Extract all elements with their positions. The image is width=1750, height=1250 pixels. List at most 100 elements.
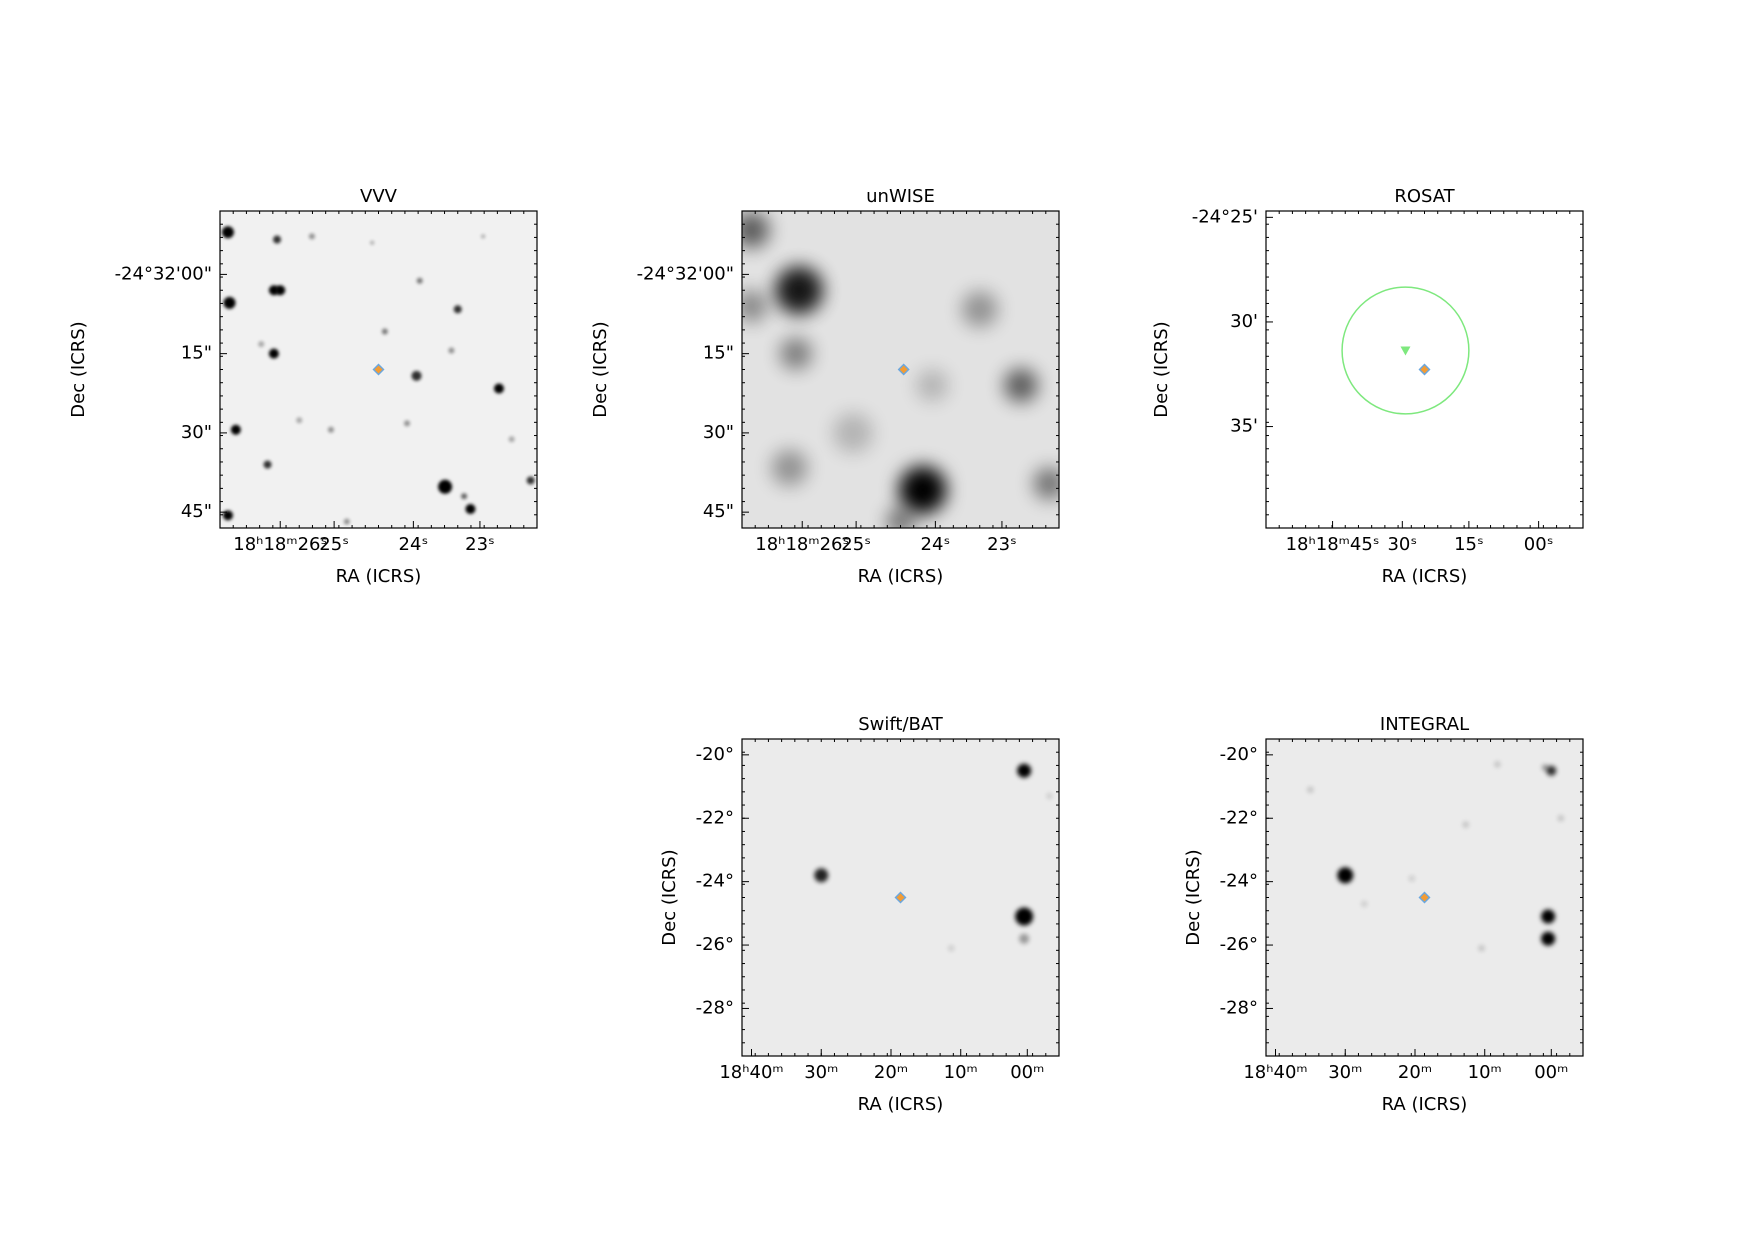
source (481, 234, 486, 239)
sky-image (1266, 739, 1583, 1056)
y-tick-label: -24° (1220, 871, 1258, 892)
source (1046, 793, 1053, 800)
source (327, 426, 334, 433)
y-tick-label: 15" (703, 343, 734, 364)
x-tick-label: 23ˢ (465, 534, 495, 555)
x-axis-label: RA (ICRS) (336, 566, 422, 587)
sky-image (220, 211, 537, 528)
y-tick-label: 45" (181, 501, 212, 522)
image-panel: INTEGRAL RA (ICRS) Dec (ICRS) 18ʰ40ᵐ 30ᵐ 20ᵐ 1… (1183, 714, 1584, 1115)
y-axis-label: Dec (ICRS) (68, 321, 89, 417)
x-tick-label: 18ʰ18ᵐ26ˢ (233, 534, 327, 555)
source (1494, 761, 1501, 768)
source (296, 417, 303, 424)
source (1462, 821, 1469, 828)
source (1337, 867, 1354, 884)
y-tick-label: -22° (696, 807, 734, 828)
sky-image (742, 739, 1059, 1056)
x-tick-label: 00ᵐ (1534, 1062, 1568, 1083)
source (273, 235, 282, 244)
sky-image (742, 211, 1059, 528)
source (404, 420, 411, 427)
image-panel: Swift/BAT RA (ICRS) Dec (ICRS) 18ʰ40ᵐ 30ᵐ 20ᵐ… (659, 714, 1060, 1115)
source (742, 212, 770, 249)
y-axis-label: Dec (ICRS) (1183, 849, 1204, 945)
source (814, 868, 829, 883)
source (438, 479, 453, 494)
source (1003, 368, 1038, 403)
x-tick-label: 30ˢ (1387, 534, 1417, 555)
source (898, 465, 947, 514)
source (263, 460, 272, 469)
source (448, 347, 455, 354)
y-tick-label: -22° (1220, 807, 1258, 828)
source (453, 305, 462, 314)
source (230, 424, 241, 435)
source (1541, 909, 1556, 924)
y-tick-label: -24°32'00" (115, 263, 212, 284)
target-marker (899, 365, 908, 374)
x-tick-label: 30ᵐ (1328, 1062, 1362, 1083)
x-tick-label: 30ᵐ (804, 1062, 838, 1083)
source (1017, 763, 1032, 778)
source (526, 476, 535, 485)
source (1557, 815, 1564, 822)
target-marker (374, 365, 383, 374)
x-tick-label: 24ˢ (399, 534, 429, 555)
source (961, 291, 998, 328)
y-tick-label: 15" (181, 343, 212, 364)
source (493, 383, 504, 394)
y-axis-label: Dec (ICRS) (659, 849, 680, 945)
source (221, 226, 234, 239)
source (258, 341, 265, 348)
source (508, 436, 515, 443)
source (416, 277, 423, 284)
x-axis-label: RA (ICRS) (1382, 1094, 1468, 1115)
y-tick-label: -28° (1220, 997, 1258, 1018)
x-tick-label: 00ᵐ (1010, 1062, 1044, 1083)
source (1019, 933, 1030, 944)
y-axis-label: Dec (ICRS) (1151, 321, 1172, 417)
y-tick-label: -28° (696, 997, 734, 1018)
x-tick-label: 18ʰ18ᵐ26ˢ (755, 534, 849, 555)
source (308, 233, 315, 240)
source (223, 296, 236, 309)
y-tick-label: 30" (703, 422, 734, 443)
panel-title: unWISE (866, 186, 935, 207)
y-axis-label: Dec (ICRS) (590, 321, 611, 417)
error-circle (1341, 286, 1470, 415)
source (275, 285, 286, 296)
x-axis-label: RA (ICRS) (858, 1094, 944, 1115)
source (1033, 467, 1059, 500)
y-tick-label: -20° (696, 744, 734, 765)
source (1478, 945, 1485, 952)
y-tick-label: -24° (696, 871, 734, 892)
source (343, 518, 350, 525)
y-tick-label: -26° (1220, 934, 1258, 955)
x-tick-label: 18ʰ40ᵐ (719, 1062, 783, 1083)
source (1361, 900, 1368, 907)
panel-title: INTEGRAL (1380, 714, 1469, 735)
x-tick-label: 25ˢ (841, 534, 871, 555)
source (775, 266, 824, 315)
source (1015, 907, 1034, 926)
y-tick-label: 35' (1230, 416, 1258, 437)
x-axis-label: RA (ICRS) (858, 566, 944, 587)
y-tick-label: -24°32'00" (637, 263, 734, 284)
source (370, 240, 375, 245)
x-tick-label: 20ᵐ (1398, 1062, 1432, 1083)
source (832, 412, 873, 453)
source (381, 328, 388, 335)
target-marker (1420, 365, 1429, 374)
sky-image (1266, 211, 1583, 528)
source (779, 337, 812, 370)
y-tick-label: -26° (696, 934, 734, 955)
source (465, 503, 476, 514)
x-tick-label: 23ˢ (987, 534, 1017, 555)
source (222, 510, 233, 521)
panel-title: Swift/BAT (858, 714, 944, 735)
x-tick-label: 18ʰ40ᵐ (1243, 1062, 1307, 1083)
y-tick-label: 30" (181, 422, 212, 443)
